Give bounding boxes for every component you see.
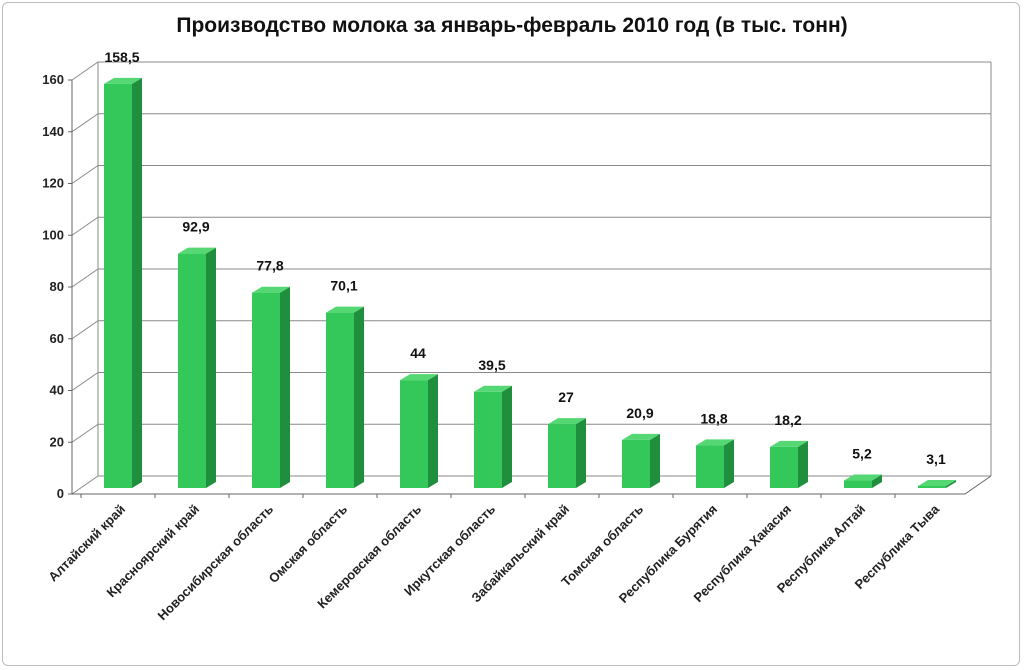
data-label: 77,8 <box>256 258 283 274</box>
bar-top <box>400 374 438 381</box>
bar-side <box>280 286 290 488</box>
data-label: 39,5 <box>478 357 505 373</box>
bar-top <box>548 418 586 425</box>
y-tick-label: 20 <box>50 434 64 449</box>
bar-top <box>696 439 734 446</box>
bar-side <box>132 77 142 488</box>
bar-top <box>770 440 808 447</box>
bar <box>918 485 946 488</box>
bar-side <box>798 440 808 488</box>
axes <box>68 62 992 498</box>
bar-side <box>354 306 364 488</box>
chart-title: Производство молока за январь-февраль 20… <box>176 14 848 37</box>
data-label: 18,8 <box>700 410 727 426</box>
y-tick-label: 140 <box>42 124 64 139</box>
data-label: 92,9 <box>182 219 209 235</box>
bar-top <box>326 306 364 313</box>
gridline <box>71 113 991 133</box>
data-label: 70,1 <box>330 278 357 294</box>
y-tick-label: 80 <box>50 279 64 294</box>
bar <box>548 424 576 488</box>
data-label: 18,2 <box>774 412 801 428</box>
bar-side <box>428 374 438 488</box>
category-label: Томская область <box>558 502 646 590</box>
y-tick-label: 100 <box>42 227 64 242</box>
bar-top <box>178 247 216 254</box>
y-tick-label: 0 <box>57 486 64 501</box>
bar-side <box>724 439 734 488</box>
bar-side <box>650 433 660 488</box>
data-labels: 158,5 92,9 77,8 70,1 44 39,5 27 20,9 18,8 18,2 5,2… <box>104 49 945 467</box>
bar <box>400 380 428 488</box>
bar <box>252 292 280 488</box>
bar-side <box>502 385 512 488</box>
y-tick-label: 60 <box>50 331 64 346</box>
bar <box>474 391 502 488</box>
gridline <box>71 216 991 236</box>
bar-top <box>622 433 660 440</box>
gridline <box>71 61 991 81</box>
y-tick-label: 40 <box>50 383 64 398</box>
bar-top <box>104 77 142 84</box>
data-label: 5,2 <box>852 446 872 462</box>
bar-top <box>918 479 956 486</box>
y-tick-label: 120 <box>42 176 64 191</box>
data-label: 20,9 <box>626 405 653 421</box>
gridline <box>71 165 991 184</box>
bar <box>622 439 650 488</box>
bar-side <box>206 247 216 488</box>
bar <box>178 253 206 488</box>
category-label: Алтайский край <box>45 502 128 585</box>
category-label: Омская область <box>266 502 350 586</box>
bar <box>104 83 132 488</box>
bar <box>326 312 354 488</box>
y-tick-label: 160 <box>42 72 64 87</box>
data-label: 44 <box>410 345 426 361</box>
bars <box>104 77 956 488</box>
data-label: 158,5 <box>104 49 139 65</box>
bar-top <box>474 385 512 392</box>
bar-top <box>252 286 290 293</box>
bar <box>844 480 872 488</box>
floor-edge <box>72 475 992 495</box>
data-label: 27 <box>558 389 574 405</box>
bar-side <box>946 479 956 488</box>
y-tick-labels: 0 20 40 60 80 100 120 140 160 <box>42 72 64 501</box>
data-label: 3,1 <box>926 451 946 467</box>
bar-top <box>844 474 882 481</box>
bar-side <box>576 418 586 488</box>
bar <box>770 446 798 488</box>
bar-side <box>872 474 882 488</box>
bar <box>696 445 724 488</box>
